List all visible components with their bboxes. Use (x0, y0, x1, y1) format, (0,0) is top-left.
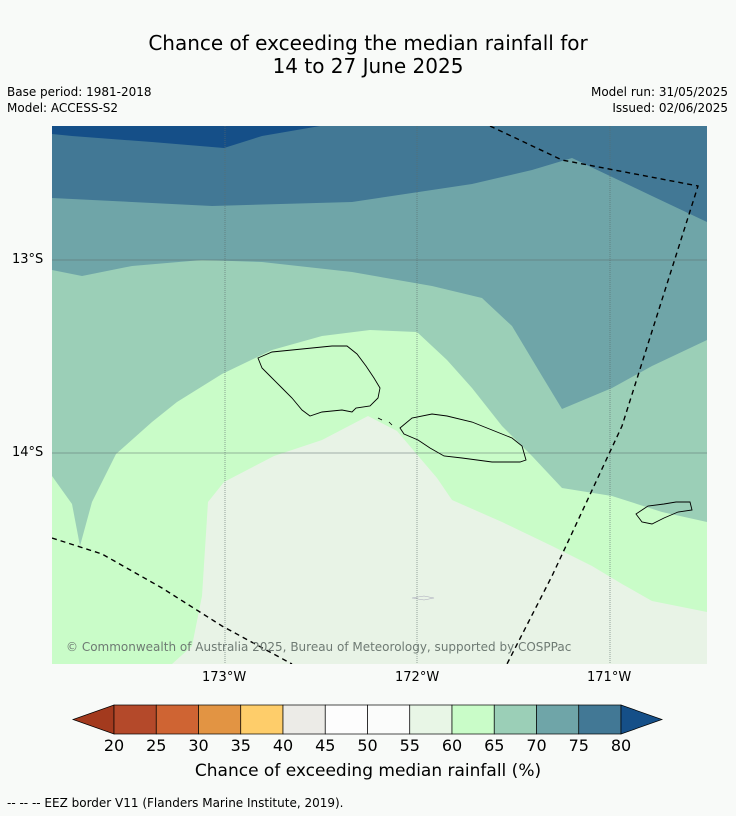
colorbar-tick-label: 25 (146, 736, 167, 755)
islet (377, 417, 393, 426)
lon-label-172w: 172°W (395, 670, 440, 685)
colorbar-swatch (155, 704, 199, 735)
colorbar-title: Chance of exceeding median rainfall (%) (194, 761, 542, 781)
colorbar-tick-label: 40 (272, 736, 294, 755)
savaii-island (257, 345, 381, 417)
colorbar-swatch (409, 704, 453, 735)
colorbar-swatch (493, 704, 537, 735)
chart-title-line1: Chance of exceeding the median rainfall … (148, 31, 588, 55)
colorbar-swatch (113, 704, 157, 735)
colorbar-swatch (282, 704, 326, 735)
model-run: Model run: 31/05/2025 (590, 85, 728, 99)
tutuila-island (635, 501, 693, 525)
colorbar-swatch (240, 704, 284, 735)
colorbar-tick-label: 45 (315, 736, 336, 755)
lat-label-13s: 13°S (12, 252, 44, 267)
lon-label-171w: 171°W (587, 670, 632, 685)
band-55-60 (172, 416, 707, 664)
chart-title-line2: 14 to 27 June 2025 (272, 54, 464, 78)
colorbar-tick-label: 20 (103, 736, 125, 755)
rainfall-map: © Commonwealth of Australia 2025, Bureau… (52, 126, 707, 664)
copyright-credit: © Commonwealth of Australia 2025, Bureau… (66, 640, 572, 654)
colorbar-arrow-low (71, 704, 115, 735)
map-svg (52, 126, 707, 664)
lat-label-14s: 14°S (12, 445, 44, 460)
graticule-lat (52, 259, 707, 454)
colorbar-tick-label: 75 (568, 736, 589, 755)
contour-mark (411, 595, 435, 601)
colorbar-tick-label: 50 (357, 736, 378, 755)
colorbar-tick-label: 35 (230, 736, 251, 755)
graticule (224, 126, 611, 664)
eez-footer-note: -- -- -- EEZ border V11 (Flanders Marine… (7, 796, 344, 810)
colorbar-swatch (324, 704, 368, 735)
colorbar-tick-label: 60 (441, 736, 463, 755)
band-80-plus (52, 126, 320, 148)
model-name: Model: ACCESS-S2 (7, 101, 119, 115)
base-period: Base period: 1981-2018 (7, 85, 152, 99)
eez-border (52, 126, 699, 664)
issued-date: Issued: 02/06/2025 (612, 101, 728, 115)
colorbar-swatch (578, 704, 622, 735)
colorbar-tick-label: 30 (188, 736, 209, 755)
colorbar-arrow-high (620, 704, 664, 735)
colorbar-swatch (451, 704, 495, 735)
upolu-island (399, 413, 527, 463)
colorbar-swatch (536, 704, 580, 735)
colorbar-swatch (198, 704, 242, 735)
lon-label-173w: 173°W (202, 670, 247, 685)
colorbar-tick-label: 70 (526, 736, 547, 755)
colorbar (71, 704, 664, 735)
colorbar-tick-label: 55 (399, 736, 420, 755)
colorbar-tick-label: 80 (610, 736, 632, 755)
colorbar-tick-label: 65 (484, 736, 505, 755)
colorbar-swatch (367, 704, 411, 735)
